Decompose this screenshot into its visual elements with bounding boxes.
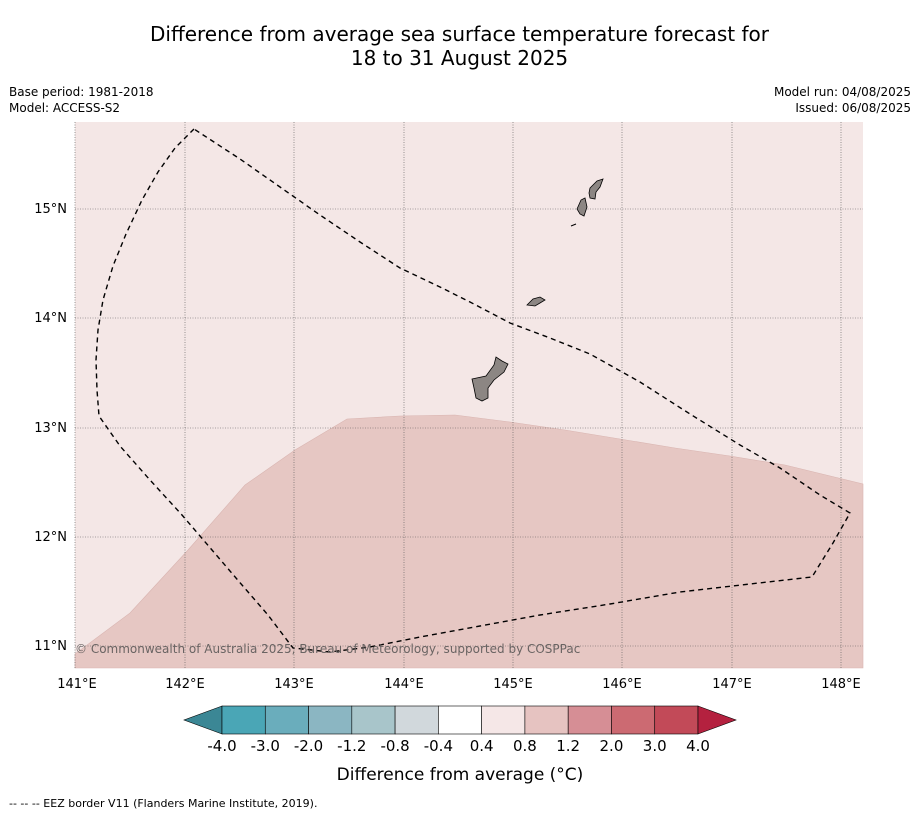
rota-island [526,296,546,307]
colorbar-segment [481,705,526,735]
lon-label: 146°E [602,677,642,692]
lat-label: 13°N [34,421,67,436]
colorbar-segment [264,705,309,735]
lon-label: 147°E [712,677,752,692]
anomaly-zone-medium [74,414,864,669]
colorbar-tick-label: -3.0 [251,737,280,755]
title-line-1: Difference from average sea surface temp… [149,22,769,46]
lat-label: 12°N [34,530,67,545]
lon-label: 142°E [165,677,205,692]
guam-island [471,356,509,402]
colorbar-tick-label: -0.8 [380,737,409,755]
colorbar-segment [524,705,569,735]
lat-label: 15°N [34,202,67,217]
colorbar-tick-label: 3.0 [643,737,667,755]
model-run: Model run: 04/08/2025 [773,85,911,99]
base-period: Base period: 1981-2018 [9,85,154,99]
colorbar-segment [611,705,656,735]
colorbar-tick-label: 4.0 [686,737,710,755]
lon-label: 143°E [274,677,314,692]
tinian-island [576,197,588,217]
colorbar-tick-label: 0.4 [470,737,494,755]
colorbar-tick-label: 0.8 [513,737,537,755]
issued-date: Issued: 06/08/2025 [795,101,911,115]
colorbar-tick-label: 2.0 [600,737,624,755]
colorbar-tick-label: -4.0 [207,737,236,755]
colorbar-tick-label: 1.2 [556,737,580,755]
colorbar-segment [654,705,699,735]
saipan-island [588,178,604,200]
aguijan-island [570,223,577,227]
lon-label: 141°E [57,677,97,692]
colorbar-min-arrow [183,705,223,735]
colorbar-segment [308,705,353,735]
meta-right: Model run: 04/08/2025 Issued: 06/08/2025 [774,84,911,116]
colorbar-segment [394,705,439,735]
colorbar-segment [221,705,266,735]
colorbar-tick-label: -2.0 [294,737,323,755]
meta-left: Base period: 1981-2018 Model: ACCESS-S2 [9,84,154,116]
lon-label: 144°E [384,677,424,692]
eez-border [95,128,851,653]
colorbar-segment [351,705,396,735]
colorbar [183,705,737,735]
colorbar-title: Difference from average (°C) [337,765,584,785]
longitude-labels: 141°E 142°E 143°E 144°E 145°E 146°E 147°… [57,677,861,692]
lat-label: 14°N [34,311,67,326]
copyright-notice: © Commonwealth of Australia 2025, Bureau… [75,642,580,656]
colorbar-labels: -4.0 -3.0 -2.0 -1.2 -0.8 -0.4 0.4 0.8 1.2 2.0 3.0 4… [207,737,710,755]
gridlines [74,122,863,668]
colorbar-max-arrow [697,705,737,735]
colorbar-segment [567,705,612,735]
eez-footnote: -- -- -- EEZ border V11 (Flanders Marine… [9,797,318,810]
colorbar-tick-label: -0.4 [424,737,453,755]
colorbar-tick-label: -1.2 [337,737,366,755]
model-name: Model: ACCESS-S2 [9,101,121,115]
latitude-labels: 15°N 14°N 13°N 12°N 11°N [34,202,67,654]
lat-label: 11°N [34,639,67,654]
lon-label: 145°E [493,677,533,692]
map-title: Difference from average sea surface temp… [0,22,919,70]
colorbar-segment [438,705,482,735]
lon-label: 148°E [821,677,861,692]
title-line-2: 18 to 31 August 2025 [350,46,569,70]
